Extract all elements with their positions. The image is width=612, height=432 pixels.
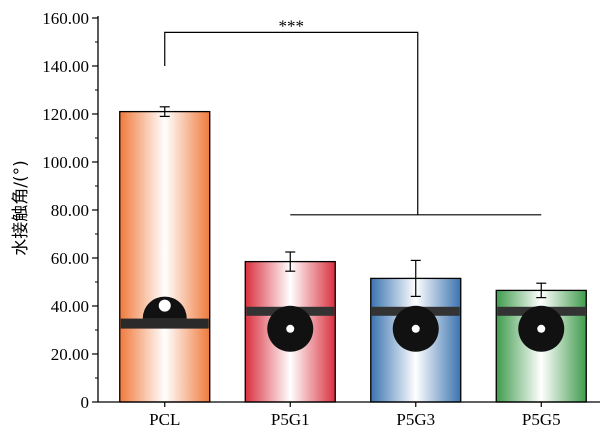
bar-pcl [119, 110, 211, 403]
x-tick-label: P5G3 [396, 410, 435, 429]
y-tick-label: 100.00 [42, 153, 89, 172]
error-bar-p5g5 [536, 282, 547, 299]
axes-layer: 0 20.00 40.00 60.00 80.00 100.00 120.00 140.00 1… [42, 9, 600, 429]
error-bar-p5g1 [285, 251, 296, 272]
droplet-inset-pcl [120, 296, 209, 329]
y-tick-label: 40.00 [51, 297, 89, 316]
droplet-highlight [411, 324, 420, 333]
y-tick-label: 120.00 [42, 105, 89, 124]
y-tick-label: 160.00 [42, 9, 89, 28]
droplet-inset-p5g3 [371, 305, 460, 352]
y-axis-label: 水接触角/(°) [11, 160, 31, 256]
significance-bracket [164, 31, 419, 215]
error-bar-p5g3 [410, 259, 421, 297]
significance-layer: *** [164, 16, 542, 216]
x-tick-label: PCL [149, 410, 180, 429]
x-tick-label: P5G5 [522, 410, 561, 429]
droplet-highlight [158, 299, 171, 312]
x-tick-label: P5G1 [271, 410, 310, 429]
y-tick-label: 60.00 [51, 249, 89, 268]
droplet-inset-p5g5 [497, 305, 586, 352]
y-tick-label: 80.00 [51, 201, 89, 220]
y-tick-label: 20.00 [51, 345, 89, 364]
y-tick-label: 0 [81, 393, 90, 412]
significance-label: *** [279, 16, 305, 35]
substrate-band [120, 318, 209, 329]
error-bar-pcl [159, 106, 170, 118]
droplet-inset-p5g1 [246, 305, 335, 352]
droplet-highlight [286, 324, 295, 333]
y-tick-label: 140.00 [42, 57, 89, 76]
bars-layer [119, 106, 587, 403]
droplet-highlight [537, 324, 546, 333]
